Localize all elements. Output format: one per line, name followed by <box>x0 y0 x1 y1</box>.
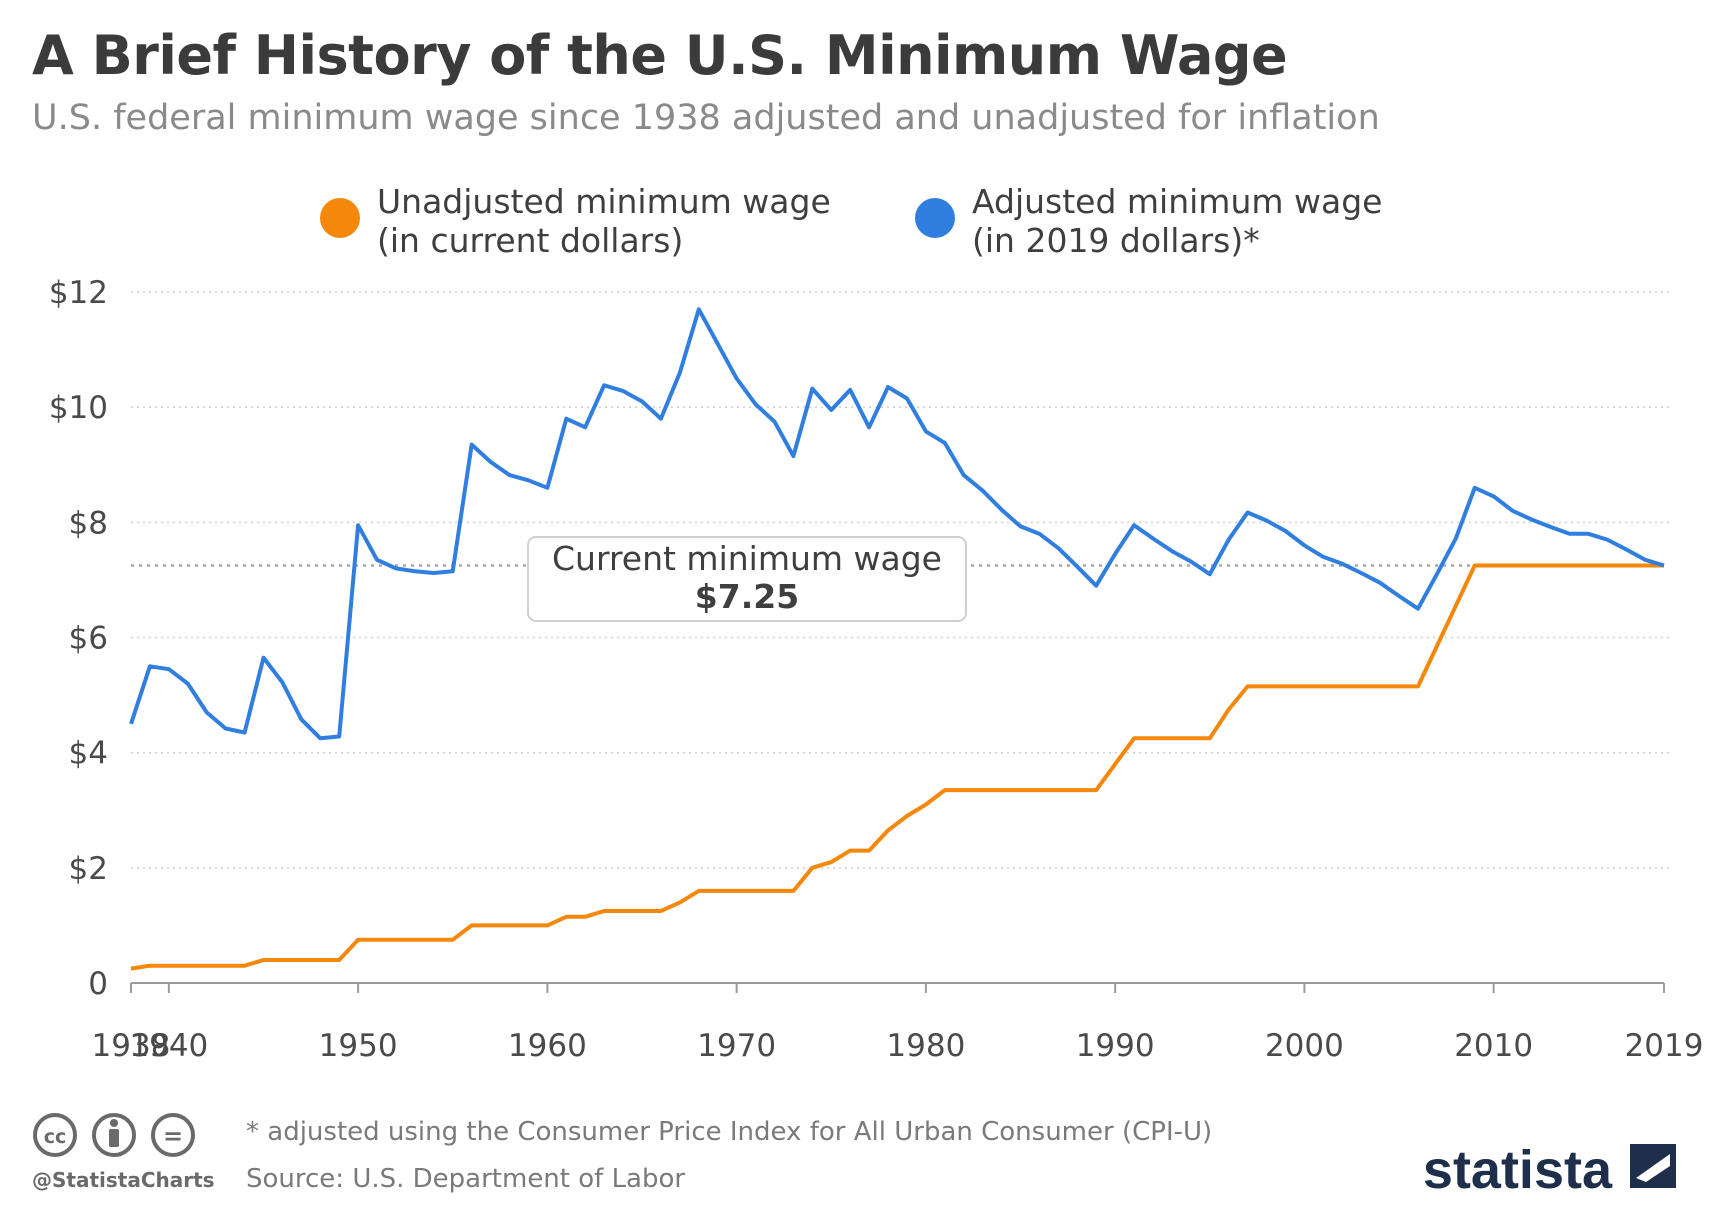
svg-text:cc: cc <box>44 1126 67 1148</box>
y-tick-label: 0 <box>88 966 108 1002</box>
callout-value: $7.25 <box>695 577 799 616</box>
x-tick-label: 1960 <box>508 1028 587 1064</box>
x-tick-label: 1970 <box>697 1028 776 1064</box>
no-derivatives-icon: = <box>151 1113 195 1157</box>
statista-handle: @StatistaCharts <box>32 1168 215 1192</box>
legend: Unadjusted minimum wage (in current doll… <box>320 182 1382 260</box>
series-line-unadjusted <box>130 563 1664 971</box>
x-tick-label: 1940 <box>129 1028 208 1064</box>
legend-marker-adjusted <box>915 198 955 238</box>
x-tick-label: 1938 <box>92 1028 171 1064</box>
callout-box <box>527 536 967 622</box>
cc-icon: cc <box>33 1113 77 1157</box>
callout-label: Current minimum wage <box>552 539 942 578</box>
source-note: Source: U.S. Department of Labor <box>246 1164 685 1194</box>
x-tick-label: 1980 <box>886 1028 965 1064</box>
gridlines <box>131 291 1670 869</box>
y-tick-label: $2 <box>69 851 108 887</box>
current-wage-callout: Current minimum wage $7.25 <box>527 536 967 622</box>
legend-label-adjusted-line1: Adjusted minimum wage <box>972 182 1382 221</box>
svg-text:=: = <box>163 1122 183 1150</box>
y-tick-label: $4 <box>69 736 108 772</box>
x-tick-label: 2010 <box>1454 1028 1533 1064</box>
x-tick-label: 2019 <box>1625 1028 1704 1064</box>
legend-label-unadjusted-line1: Unadjusted minimum wage <box>377 182 831 221</box>
statista-logo-text[interactable]: statista <box>1423 1140 1613 1200</box>
x-tick-label: 1950 <box>319 1028 398 1064</box>
footer: cc = @StatistaCharts * adjusted using th… <box>32 1113 1676 1200</box>
legend-marker-unadjusted <box>320 198 360 238</box>
y-tick-label: $12 <box>49 275 108 311</box>
chart-title: A Brief History of the U.S. Minimum Wage <box>32 24 1288 87</box>
x-tick-label: 2000 <box>1265 1028 1344 1064</box>
attribution-icon <box>92 1113 136 1157</box>
legend-label-adjusted-line2: (in 2019 dollars)* <box>972 221 1260 260</box>
y-tick-label: $10 <box>49 390 108 426</box>
statista-logo-icon <box>1630 1144 1676 1188</box>
y-tick-label: $8 <box>69 505 108 541</box>
y-axis: 0 $2 $4 $6 $8 $10 $12 <box>49 275 108 1002</box>
footnote-cpi: * adjusted using the Consumer Price Inde… <box>246 1117 1212 1147</box>
series-line-adjusted <box>129 307 1665 741</box>
y-tick-label: $6 <box>69 621 108 657</box>
legend-label-unadjusted-line2: (in current dollars) <box>377 221 683 260</box>
x-tick-label: 1990 <box>1076 1028 1155 1064</box>
chart-subtitle: U.S. federal minimum wage since 1938 adj… <box>32 98 1380 138</box>
